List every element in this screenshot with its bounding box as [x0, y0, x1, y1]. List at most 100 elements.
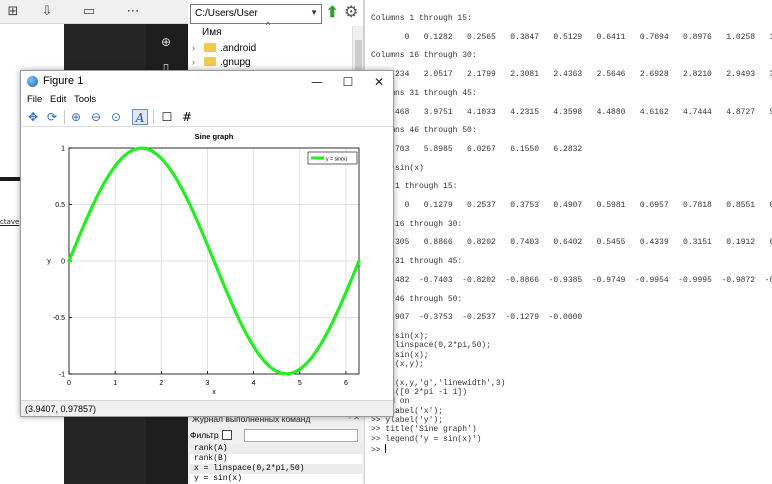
history-list: rank(A) rank(B) x = linspace(0,2*pi,50) …: [190, 444, 362, 484]
page-icon[interactable]: ▯: [162, 61, 170, 75]
x-axis-label: x: [212, 389, 216, 396]
text-cursor: [385, 444, 387, 454]
console-line: sin(x);: [371, 331, 429, 341]
x-tick-label: 2: [159, 380, 163, 387]
menu-file[interactable]: File: [27, 94, 43, 105]
series-line: [67, 146, 361, 376]
filter-label-group: Фильтр: [190, 430, 232, 440]
figure-menubar: File Edit Tools: [21, 93, 393, 107]
zoom-reset-icon[interactable]: ⊙: [110, 110, 122, 124]
history-title: Журнал выполненных команд: [192, 414, 311, 424]
console-line: 703 5.8985 6.0267 6.1550 6.2832: [371, 144, 583, 154]
sort-caret-icon: ^: [266, 20, 271, 30]
x-tick-label: 4: [252, 380, 256, 387]
console-line: >> legend('y = sin(x)'): [371, 434, 482, 444]
console-line: s([0 2*pi -1 1]): [371, 388, 468, 397]
layout-icon[interactable]: ⊞: [7, 4, 19, 19]
console-line: 907 -0.3753 -0.2537 -0.1279 -0.0000: [371, 313, 583, 323]
history-item[interactable]: rank(B): [194, 454, 228, 463]
y-axis-label: y: [47, 258, 51, 265]
y-tick-label: 1: [61, 146, 65, 153]
y-tick-label: 0: [61, 259, 65, 266]
gear-icon[interactable]: ⚙: [344, 4, 359, 21]
console-line: sin(x);: [371, 350, 429, 360]
filter-input[interactable]: [244, 429, 358, 442]
file-name: .gnupg: [220, 57, 251, 68]
x-tick-label: 1: [113, 380, 117, 387]
download-icon[interactable]: ⇩: [41, 4, 53, 19]
console-line: 482 -0.7403 -0.8202 -0.8866 -0.9385 -0.9…: [371, 275, 772, 285]
console-line: Columns 1 through 15:: [371, 14, 472, 23]
zoom-in-icon[interactable]: ⊕: [70, 110, 82, 124]
filter-checkbox[interactable]: [221, 430, 232, 440]
console-line: 0 0.1282 0.2565 0.3847 0.5129 0.6411 0.7…: [371, 32, 772, 42]
menu-tools[interactable]: Tools: [74, 94, 97, 105]
rotate-icon[interactable]: ⟳: [46, 110, 58, 124]
y-tick-label: -1: [59, 372, 65, 379]
console-line: t(x,y);: [371, 359, 424, 369]
console-line: linspace(0,2*pi,50);: [371, 341, 492, 351]
up-arrow-icon[interactable]: ⬆: [326, 4, 339, 21]
figure-titlebar: Figure 1 — ☐ ✕: [21, 71, 393, 93]
chevron-right-icon[interactable]: ›: [192, 43, 195, 53]
legend-box: [307, 151, 358, 165]
sine-chart[interactable]: 0 1 2 3 4 5 6 -1 -0.5 0 0.5 1 Sine graph x y y = sin(x): [21, 127, 393, 400]
legend-label: y = sin(x): [326, 156, 347, 162]
console-line: 468 3.9751 4.1033 4.2315 4.3598 4.4880 4…: [371, 107, 772, 117]
history-item[interactable]: x = linspace(0,2*pi,50): [190, 464, 362, 474]
console-line: >>: [371, 444, 387, 456]
figure-title: Figure 1: [43, 75, 84, 87]
x-tick-label: 5: [298, 380, 302, 387]
y-tick-label: -0.5: [53, 315, 65, 322]
text-icon[interactable]: A: [132, 109, 148, 125]
axes-box-icon[interactable]: ☐: [161, 110, 173, 124]
octave-link[interactable]: ctave: [0, 218, 20, 226]
main-toolbar: ⊞ ⇩ ▭ ⋯: [0, 0, 188, 24]
zoom-out-icon[interactable]: ⊖: [90, 110, 102, 124]
name-column-header[interactable]: Имя: [202, 27, 222, 38]
chart-title: Sine graph: [195, 132, 234, 141]
filter-label: Фильтр: [190, 430, 219, 440]
path-text: C:/Users/User: [195, 8, 258, 19]
command-window[interactable]: Columns 1 through 15: 0 0.1282 0.2565 0.…: [364, 0, 772, 484]
console-line: 0 0.1279 0.2537 0.3753 0.4907 0.5981 0.6…: [371, 201, 772, 210]
folder-icon: [204, 57, 216, 66]
console-line: 305 0.8866 0.8202 0.7403 0.6402 0.5455 0…: [371, 238, 772, 248]
history-item[interactable]: rank(A): [190, 444, 362, 454]
panel-controls-icon[interactable]: ▫ ✕: [348, 413, 360, 422]
grid-icon[interactable]: #: [181, 110, 193, 124]
side-icons: ⊕ ▯: [156, 32, 182, 84]
console-line: sin(x): [371, 163, 424, 173]
path-input[interactable]: C:/Users/User ▼: [190, 4, 322, 24]
command-history-panel: Журнал выполненных команд ▫ ✕ Фильтр ran…: [188, 410, 364, 484]
x-tick-label: 6: [344, 380, 348, 387]
chevron-down-icon[interactable]: ▼: [310, 8, 318, 17]
maximize-button[interactable]: ☐: [342, 75, 354, 89]
minimize-button[interactable]: —: [311, 75, 323, 89]
console-line: 234 2.0517 2.1799 2.3081 2.4363 2.5646 2…: [371, 70, 772, 80]
console-line: Columns 16 through 30:: [371, 51, 477, 61]
file-name: .android: [220, 43, 257, 54]
octave-app-icon: [27, 76, 38, 87]
folder-icon: [204, 43, 216, 52]
plot-canvas[interactable]: 0 1 2 3 4 5 6 -1 -0.5 0 0.5 1 Sine graph x y y = sin(x): [21, 127, 393, 400]
menu-edit[interactable]: Edit: [50, 94, 67, 105]
more-icon[interactable]: ⋯: [126, 4, 140, 19]
x-tick-label: 3: [206, 380, 210, 387]
figure-window: Figure 1 — ☐ ✕ File Edit Tools ✥ ⟳ ⊕ ⊖ ⊙…: [20, 70, 394, 417]
pan-icon[interactable]: ✥: [27, 110, 39, 124]
toolbar-separator: [153, 110, 154, 124]
figure-toolbar: ✥ ⟳ ⊕ ⊖ ⊙ A ☐ #: [21, 107, 393, 127]
console-line: t(x,y,'g','linewidth',3): [371, 378, 506, 388]
console-line: >> ylabel('y');: [371, 416, 444, 426]
close-button[interactable]: ✕: [373, 75, 385, 89]
file-row[interactable]: › .android: [192, 41, 256, 55]
chevron-right-icon[interactable]: ›: [192, 57, 195, 67]
history-item[interactable]: y = sin(x): [194, 474, 243, 483]
comment-icon[interactable]: ▭: [82, 4, 96, 19]
figure-statusbar: (3.9407, 0.97857): [21, 400, 393, 416]
file-row[interactable]: › .gnupg: [192, 55, 251, 69]
console-line: >> title('Sine graph'): [371, 425, 477, 435]
zoom-icon[interactable]: ⊕: [160, 35, 172, 49]
toolbar-separator: [64, 110, 65, 124]
